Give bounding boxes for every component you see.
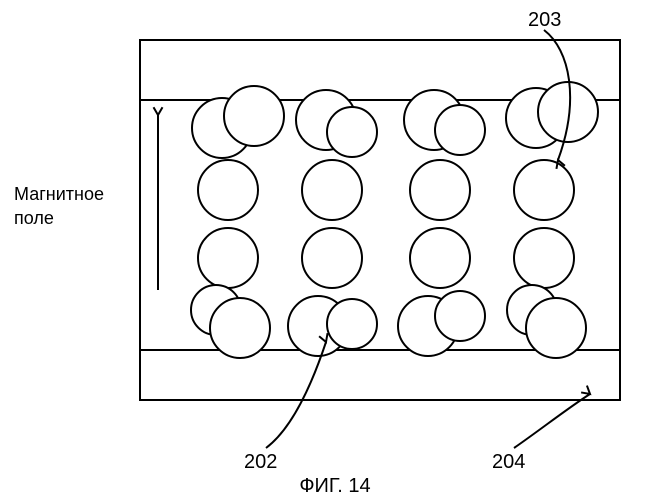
particle-circle [327, 299, 377, 349]
callout-leader-204 [514, 394, 590, 448]
side-label-line1: Магнитное [14, 184, 104, 204]
particle-circle [538, 82, 598, 142]
particle-circle [198, 160, 258, 220]
particle-circle [410, 160, 470, 220]
particle-circle [514, 160, 574, 220]
callout-label-203: 203 [528, 9, 561, 31]
particle-circle [198, 228, 258, 288]
callout-label-202: 202 [244, 451, 277, 473]
particle-circle [435, 291, 485, 341]
callout-leader-202 [266, 342, 326, 448]
side-label-line2: поле [14, 208, 54, 228]
callout-label-204: 204 [492, 451, 525, 473]
particle-circle [327, 107, 377, 157]
figure-caption: ФИГ. 14 [299, 475, 370, 497]
particle-circle [526, 298, 586, 358]
diagram-svg: Магнитное поле 203 202 204 ФИГ. 14 [0, 0, 671, 500]
particle-circle [302, 228, 362, 288]
particle-circle [435, 105, 485, 155]
particle-circle [514, 228, 574, 288]
particle-circle [410, 228, 470, 288]
particle-circle [224, 86, 284, 146]
figure-root: Магнитное поле 203 202 204 ФИГ. 14 [0, 0, 671, 500]
particle-circle [302, 160, 362, 220]
particle-circle [210, 298, 270, 358]
